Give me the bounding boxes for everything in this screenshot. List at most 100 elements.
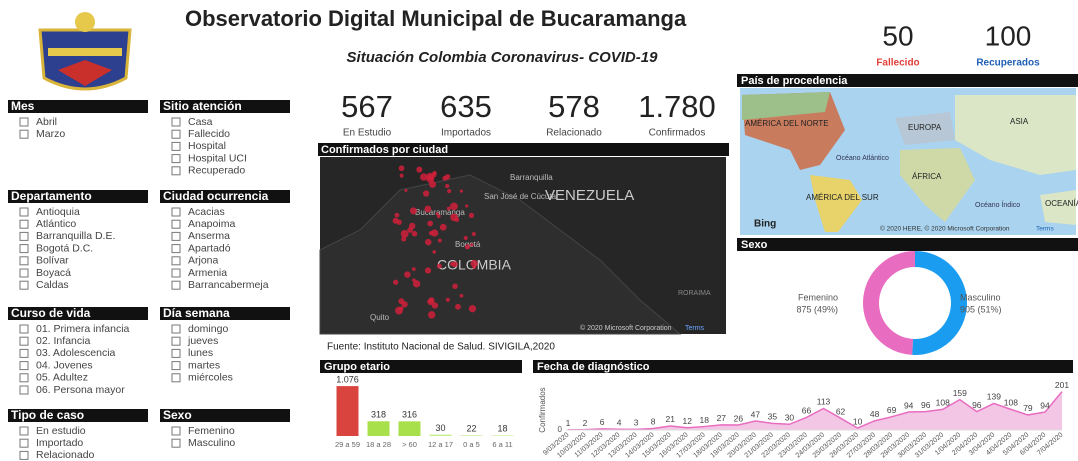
slicer-title: Ciudad ocurrencia bbox=[163, 189, 269, 203]
bar-value: 18 bbox=[497, 424, 507, 434]
map-dot bbox=[436, 214, 441, 219]
origin-map: País de procedencia AMÉRICA DEL NORTE EU… bbox=[737, 74, 1078, 235]
map-land bbox=[319, 174, 682, 335]
checkbox[interactable] bbox=[19, 450, 29, 460]
checkbox[interactable] bbox=[171, 336, 181, 346]
slice-value: 875 (49%) bbox=[796, 304, 838, 314]
checkbox[interactable] bbox=[171, 280, 181, 290]
checkbox[interactable] bbox=[19, 280, 29, 290]
checkbox[interactable] bbox=[171, 117, 181, 127]
map-dot bbox=[445, 297, 450, 302]
slicer-item: Recuperado bbox=[188, 165, 245, 177]
checkbox[interactable] bbox=[171, 244, 181, 254]
checkbox[interactable] bbox=[19, 207, 29, 217]
map-dot bbox=[468, 212, 475, 218]
slice-value: 905 (51%) bbox=[960, 304, 1002, 314]
checkbox[interactable] bbox=[171, 256, 181, 266]
checkbox[interactable] bbox=[171, 438, 181, 448]
x-tick-label: 29 a 59 bbox=[335, 440, 360, 449]
checkbox[interactable] bbox=[171, 324, 181, 334]
slicer-item: 03. Adolescencia bbox=[36, 347, 116, 359]
checkbox[interactable] bbox=[19, 129, 29, 139]
kpi-label: Fallecido bbox=[876, 58, 919, 69]
slicer-item: Masculino bbox=[188, 437, 235, 449]
kpi-label: Recuperados bbox=[976, 58, 1040, 69]
panel-header bbox=[320, 360, 522, 373]
x-tick-label: > 60 bbox=[402, 440, 417, 449]
checkbox[interactable] bbox=[19, 438, 29, 448]
checkbox[interactable] bbox=[19, 219, 29, 229]
slicer-item: 04. Jovenes bbox=[36, 359, 93, 371]
logo-detail bbox=[58, 60, 112, 86]
map-dot bbox=[445, 184, 450, 189]
checkbox[interactable] bbox=[171, 141, 181, 151]
map-dot bbox=[432, 250, 437, 254]
checkbox[interactable] bbox=[19, 336, 29, 346]
map-terms[interactable]: Terms bbox=[685, 325, 705, 332]
logo bbox=[38, 12, 132, 91]
kpi-value: 578 bbox=[548, 89, 600, 124]
panel-title: Grupo etario bbox=[324, 361, 390, 373]
point-label: 79 bbox=[1023, 403, 1033, 413]
checkbox[interactable] bbox=[19, 348, 29, 358]
area bbox=[568, 391, 1062, 430]
slicer-item: martes bbox=[188, 359, 220, 371]
map-dot bbox=[450, 261, 455, 267]
checkbox[interactable] bbox=[171, 268, 181, 278]
checkbox[interactable] bbox=[19, 256, 29, 266]
slicer-item: jueves bbox=[187, 335, 218, 347]
checkbox[interactable] bbox=[171, 129, 181, 139]
checkbox[interactable] bbox=[19, 324, 29, 334]
slicer-item: Barranquilla D.E. bbox=[36, 230, 115, 242]
checkbox[interactable] bbox=[19, 361, 29, 371]
kpi-label: Importados bbox=[441, 128, 491, 139]
map-copyright: © 2020 Microsoft Corporation bbox=[580, 324, 672, 332]
checkbox[interactable] bbox=[171, 219, 181, 229]
bar-value: 22 bbox=[466, 423, 476, 433]
checkbox[interactable] bbox=[19, 426, 29, 436]
checkbox[interactable] bbox=[171, 426, 181, 436]
map-dot bbox=[404, 271, 411, 278]
checkbox[interactable] bbox=[171, 154, 181, 164]
panel-header bbox=[533, 360, 1073, 373]
checkbox[interactable] bbox=[19, 117, 29, 127]
map-label: San José de Cúcuta bbox=[484, 192, 557, 201]
checkbox[interactable] bbox=[19, 373, 29, 383]
checkbox[interactable] bbox=[19, 244, 29, 254]
map-dot bbox=[399, 306, 404, 311]
map-land bbox=[1040, 190, 1076, 225]
bar bbox=[398, 421, 421, 436]
map-label: AMÉRICA DEL SUR bbox=[806, 193, 879, 202]
map-dot bbox=[399, 173, 404, 178]
checkbox[interactable] bbox=[19, 268, 29, 278]
source: Fuente: Instituto Nacional de Salud. SIV… bbox=[327, 342, 555, 353]
map-terms[interactable]: Terms bbox=[1036, 226, 1054, 233]
checkbox[interactable] bbox=[171, 231, 181, 241]
slicer-header bbox=[160, 307, 290, 320]
slicer-item: Anapoima bbox=[188, 218, 235, 230]
y-tick-label: 0 bbox=[558, 425, 563, 434]
bar bbox=[367, 421, 390, 436]
point-label: 113 bbox=[817, 397, 831, 407]
checkbox[interactable] bbox=[171, 373, 181, 383]
map-dot bbox=[427, 220, 434, 227]
kpi-label: En Estudio bbox=[343, 128, 392, 139]
map-dot bbox=[424, 267, 432, 274]
slicer-item: Bogotá D.C. bbox=[36, 242, 93, 254]
checkbox[interactable] bbox=[171, 348, 181, 358]
slicer-header bbox=[8, 307, 148, 320]
checkbox[interactable] bbox=[171, 361, 181, 371]
map-label: AMÉRICA DEL NORTE bbox=[745, 119, 829, 128]
map-label: ÁFRICA bbox=[912, 172, 942, 181]
checkbox[interactable] bbox=[19, 385, 29, 395]
slicer-item: miércoles bbox=[188, 372, 233, 384]
city-map: Confirmados por ciudad Barranquilla San … bbox=[318, 143, 729, 335]
slicer-item: domingo bbox=[188, 323, 228, 335]
checkbox[interactable] bbox=[171, 207, 181, 217]
title: Observatorio Digital Municipal de Bucara… bbox=[185, 6, 687, 31]
point-label: 108 bbox=[1004, 398, 1018, 408]
map-label: Quito bbox=[370, 313, 390, 322]
checkbox[interactable] bbox=[171, 166, 181, 176]
checkbox[interactable] bbox=[19, 231, 29, 241]
